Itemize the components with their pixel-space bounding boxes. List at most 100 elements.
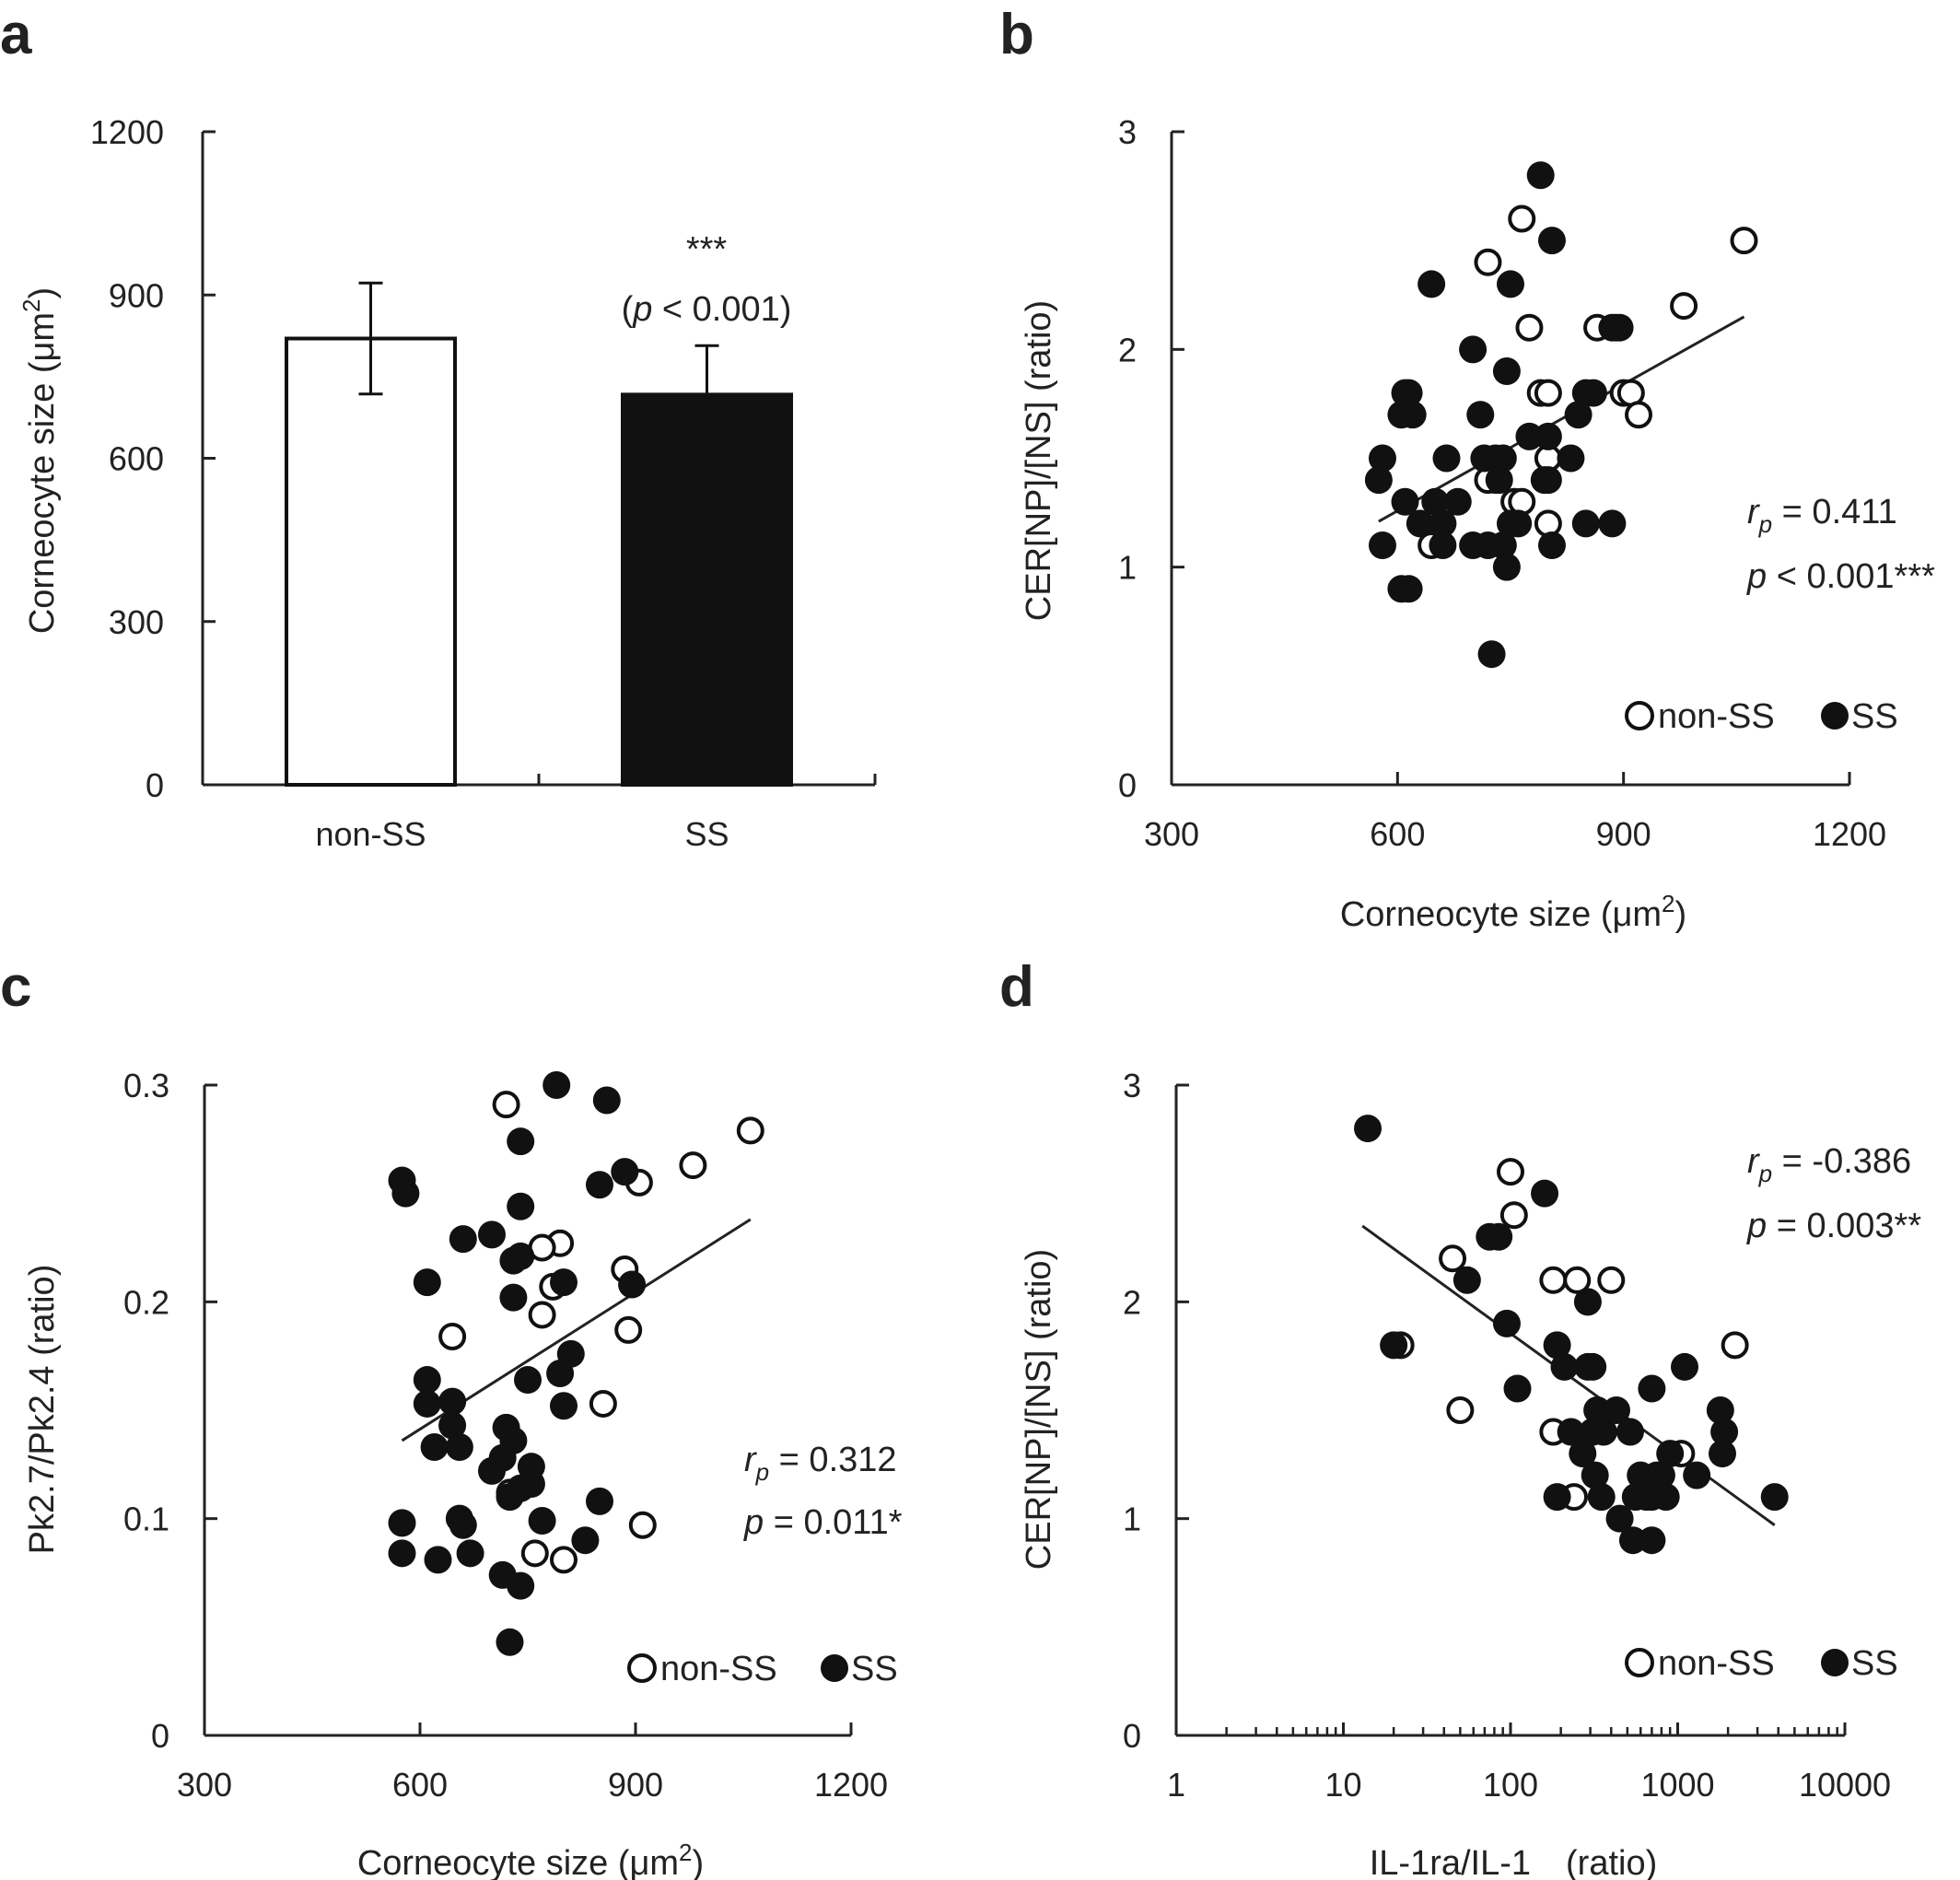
point-ss	[1526, 161, 1555, 190]
point-non-ss	[1515, 313, 1544, 342]
point-non-ss	[614, 1315, 643, 1344]
y-tick-label: 0	[1118, 766, 1137, 804]
point-ss	[542, 1071, 571, 1099]
bar-non-ss	[285, 336, 457, 787]
legend-filled-marker	[821, 1654, 848, 1682]
point-ss	[1380, 1331, 1408, 1360]
point-ss	[1452, 1266, 1481, 1294]
point-non-ss	[1499, 1201, 1528, 1230]
point-ss	[1573, 1288, 1602, 1316]
point-ss	[1537, 531, 1566, 560]
point-ss	[388, 1509, 416, 1537]
point-ss	[1651, 1483, 1680, 1512]
panel-c-letter: c	[0, 955, 31, 1019]
legend-label-non-ss: non-SS	[660, 1650, 777, 1688]
point-non-ss	[1539, 1266, 1568, 1294]
point-non-ss	[589, 1389, 617, 1418]
panel-b-points	[1364, 161, 1758, 669]
point-ss	[1579, 379, 1607, 407]
y-tick-label: 900	[109, 276, 164, 314]
y-tick-label: 3	[1118, 113, 1137, 151]
point-ss	[507, 1127, 535, 1156]
point-ss	[1710, 1418, 1739, 1446]
point-ss	[1589, 1418, 1617, 1446]
point-ss	[1706, 1396, 1734, 1424]
panel-c-points	[388, 1071, 764, 1656]
point-ss	[611, 1158, 639, 1186]
point-ss	[1583, 1396, 1612, 1424]
panel-d-x-axis-label: IL-1ra/IL-1 (ratio)	[1370, 1844, 1658, 1880]
panel-d-p-value: p = 0.003**	[1746, 1207, 1921, 1245]
point-ss	[1543, 1331, 1571, 1360]
point-ss	[438, 1411, 467, 1440]
x-tick-label: 1200	[814, 1766, 888, 1804]
panel-b-scatter-chart: b 0 1 2 3 300 600 900 1200 Corneocyte size (μm2…	[999, 3, 1935, 934]
x-tick-label: 300	[177, 1766, 232, 1804]
point-ss	[550, 1268, 578, 1297]
point-ss	[1497, 270, 1524, 298]
panel-a-x-ticks	[537, 774, 877, 785]
point-ss	[550, 1392, 578, 1420]
panel-b-x-axis-label: Corneocyte size (μm2)	[1340, 890, 1686, 934]
point-ss	[1492, 553, 1521, 581]
point-ss	[449, 1511, 477, 1539]
point-ss	[1647, 1461, 1675, 1489]
point-non-ss	[1534, 379, 1562, 407]
point-ss	[1485, 1222, 1513, 1251]
point-ss	[496, 1628, 524, 1656]
point-ss	[1534, 466, 1562, 495]
legend-open-marker	[1625, 1648, 1654, 1677]
point-ss	[1671, 1352, 1699, 1381]
point-non-ss	[1497, 1158, 1524, 1186]
point-ss	[1543, 1483, 1571, 1512]
x-tick-label: 100	[1483, 1766, 1538, 1804]
point-ss	[1492, 356, 1521, 385]
legend-label-ss: SS	[851, 1650, 898, 1688]
panel-b-p-value: p < 0.001***	[1746, 557, 1935, 596]
point-ss	[1394, 379, 1423, 407]
x-tick-label: 600	[1370, 815, 1425, 853]
legend-filled-marker	[1821, 1649, 1849, 1676]
panel-c-legend: non-SS SS	[627, 1650, 898, 1688]
point-non-ss	[736, 1116, 764, 1145]
x-tick-label: 1200	[1813, 815, 1886, 853]
y-tick-label: 0.3	[123, 1067, 169, 1104]
point-ss	[1443, 487, 1472, 516]
panel-a-letter: a	[0, 3, 32, 66]
y-tick-label: 2	[1123, 1283, 1141, 1321]
point-ss	[1605, 313, 1634, 342]
point-ss	[1602, 1396, 1630, 1424]
point-ss	[478, 1220, 506, 1249]
point-ss	[528, 1507, 556, 1536]
panel-c-x-axis-label: Corneocyte size (μm2)	[357, 1839, 704, 1880]
point-non-ss	[1721, 1331, 1749, 1360]
point-ss	[507, 1192, 535, 1220]
point-ss	[571, 1526, 600, 1555]
point-ss	[1638, 1526, 1666, 1555]
x-tick-label: SS	[684, 815, 729, 853]
point-ss	[1466, 401, 1495, 429]
panel-a-bars: non-SS SS	[285, 281, 793, 853]
x-tick-label: 10000	[1799, 1766, 1891, 1804]
point-ss	[1760, 1483, 1789, 1512]
point-ss	[1368, 531, 1396, 560]
point-ss	[420, 1433, 449, 1462]
point-ss	[586, 1171, 613, 1199]
point-non-ss	[1597, 1266, 1626, 1294]
point-ss	[586, 1487, 613, 1515]
point-ss	[456, 1539, 484, 1568]
point-ss	[1429, 509, 1457, 538]
point-non-ss	[1534, 509, 1562, 538]
y-tick-label: 0	[146, 766, 164, 804]
point-ss	[1429, 531, 1457, 560]
point-ss	[1421, 487, 1450, 516]
x-tick-label: 10	[1324, 1766, 1361, 1804]
x-tick-label: 900	[608, 1766, 663, 1804]
point-non-ss	[1670, 292, 1698, 321]
point-ss	[1708, 1440, 1736, 1468]
point-ss	[1368, 444, 1396, 473]
point-non-ss	[628, 1511, 657, 1539]
point-ss	[1488, 531, 1517, 560]
x-tick-label: 600	[392, 1766, 448, 1804]
